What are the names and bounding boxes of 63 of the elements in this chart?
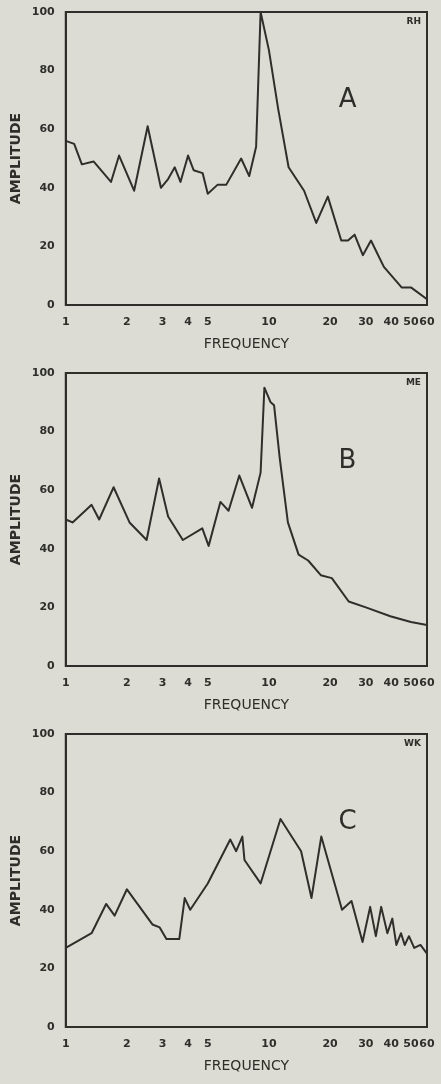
x-axis-title: FREQUENCY — [203, 696, 290, 713]
x-tick-label: 60 — [419, 676, 435, 690]
y-tick-label: 80 — [39, 63, 56, 77]
x-tick-label: 50 — [403, 315, 419, 329]
x-tick-label: 10 — [261, 676, 277, 690]
x-tick-label: 3 — [158, 1037, 167, 1051]
x-tick-label: 60 — [419, 1037, 435, 1051]
annotation: B — [338, 443, 357, 474]
x-tick-label: 20 — [322, 676, 339, 690]
x-tick-label: 5 — [203, 676, 212, 690]
y-tick-label: 100 — [31, 365, 56, 379]
annotation: ME — [405, 377, 421, 388]
y-axis-title: AMPLITUDE — [7, 473, 24, 566]
y-tick-label: 40 — [39, 180, 56, 194]
x-tick-label: 5 — [203, 315, 212, 329]
y-tick-label: 60 — [39, 483, 56, 497]
annotation: WK — [404, 738, 423, 749]
x-tick-label: 2 — [123, 315, 131, 329]
x-tick-label: 50 — [403, 1037, 419, 1051]
y-tick-label: 80 — [39, 424, 56, 438]
y-tick-label: 80 — [39, 785, 56, 799]
x-tick-label: 1 — [61, 1037, 70, 1051]
y-tick-label: 60 — [39, 844, 56, 858]
annotation: C — [338, 804, 357, 835]
y-tick-label: 0 — [47, 297, 56, 311]
y-tick-label: 40 — [39, 541, 56, 555]
x-tick-label: 5 — [203, 1037, 212, 1051]
x-tick-label: 1 — [61, 315, 70, 329]
x-tick-label: 3 — [158, 676, 167, 690]
y-tick-label: 20 — [39, 961, 56, 975]
x-tick-label: 4 — [184, 1037, 193, 1051]
x-tick-label: 4 — [184, 676, 193, 690]
y-tick-label: 40 — [39, 902, 56, 916]
x-tick-label: 40 — [383, 315, 400, 329]
x-tick-label: 10 — [261, 315, 277, 329]
y-tick-label: 20 — [39, 239, 56, 253]
x-axis-title: FREQUENCY — [203, 335, 290, 352]
x-tick-label: 4 — [184, 315, 193, 329]
x-tick-label: 2 — [123, 676, 131, 690]
x-tick-label: 30 — [358, 315, 374, 329]
x-tick-label: 40 — [383, 1037, 400, 1051]
x-tick-label: 50 — [403, 676, 419, 690]
annotation: RH — [406, 16, 421, 27]
x-tick-label: 2 — [123, 1037, 131, 1051]
x-tick-label: 20 — [322, 1037, 339, 1051]
y-tick-label: 100 — [31, 4, 56, 18]
x-tick-label: 10 — [261, 1037, 277, 1051]
annotation: A — [338, 82, 357, 113]
y-tick-label: 0 — [47, 658, 56, 672]
x-tick-label: 60 — [419, 315, 435, 329]
x-tick-label: 30 — [358, 676, 374, 690]
y-axis-title: AMPLITUDE — [7, 834, 24, 927]
y-tick-label: 100 — [31, 726, 56, 740]
y-tick-label: 20 — [39, 600, 56, 614]
y-axis-title: AMPLITUDE — [7, 112, 24, 205]
x-tick-label: 30 — [358, 1037, 374, 1051]
y-tick-label: 60 — [39, 122, 56, 136]
y-tick-label: 0 — [47, 1019, 56, 1033]
x-tick-label: 1 — [61, 676, 70, 690]
x-tick-label: 3 — [158, 315, 167, 329]
x-tick-label: 20 — [322, 315, 339, 329]
x-tick-label: 40 — [383, 676, 400, 690]
x-axis-title: FREQUENCY — [203, 1057, 290, 1074]
